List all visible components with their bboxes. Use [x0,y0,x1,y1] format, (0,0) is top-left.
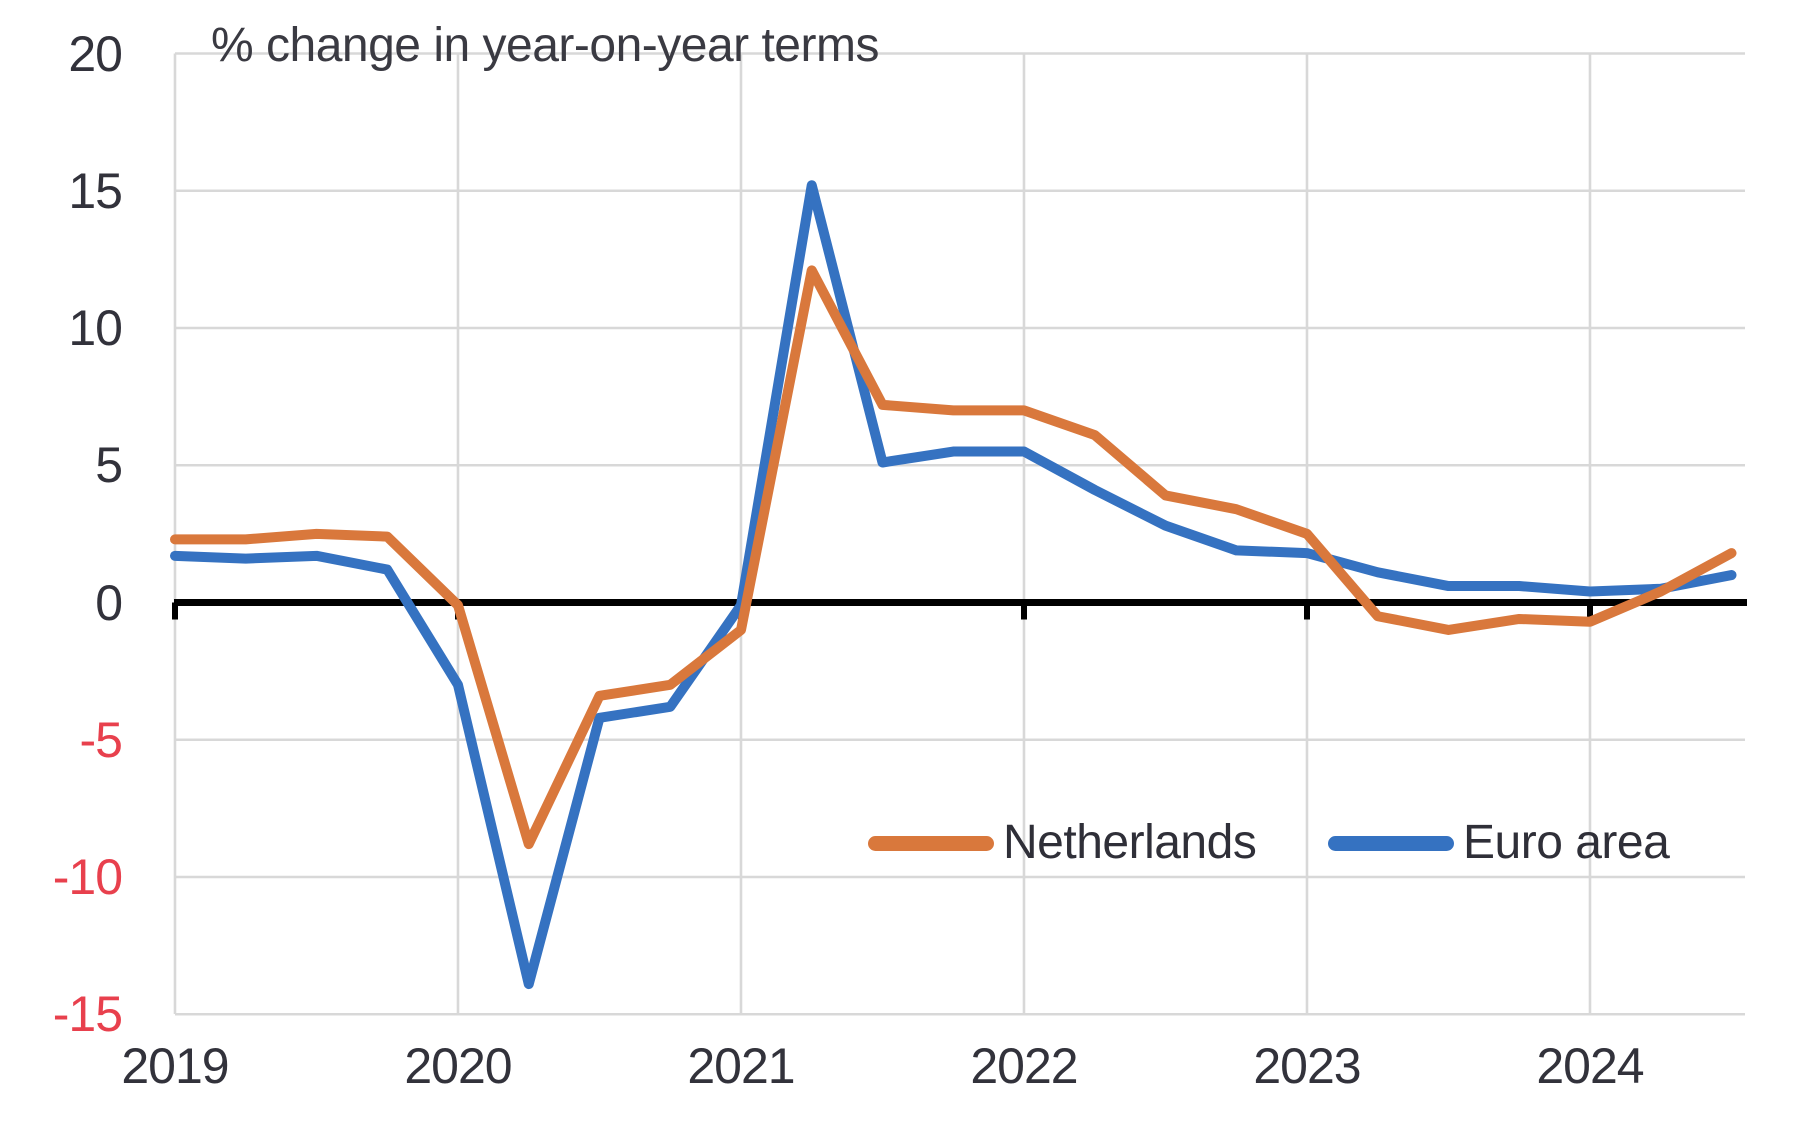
x-tick-label-2023: 2023 [1253,1038,1361,1094]
y-tick-label-5: 5 [95,437,123,494]
y-tick-label-10: 10 [68,300,123,356]
x-tick-label-2020: 2020 [404,1038,512,1094]
x-tick-label-2019: 2019 [121,1038,229,1094]
legend-item-netherlands: Netherlands [868,815,1257,871]
legend-label-netherlands: Netherlands [1003,816,1257,869]
y-tick-label-20: 20 [68,25,123,82]
y-tick-label-0: 0 [95,574,123,631]
series-lines [170,180,1737,990]
chart-title: % change in year-on-year terms [211,19,879,72]
euro-area-line-swatch [1328,835,1454,851]
netherlands-line-swatch [868,835,994,851]
legend-label-euro-area: Euro area [1463,816,1670,869]
series-line-euro-area [170,180,1737,990]
gridlines [173,52,1745,1016]
x-tick-label-2022: 2022 [970,1038,1078,1094]
legend-item-euro-area: Euro area [1328,815,1670,871]
y-tick-label-15: 15 [68,162,123,219]
y-tick-label--5: -5 [79,711,123,768]
x-tick-label-2024: 2024 [1536,1038,1644,1094]
y-tick-label--15: -15 [52,986,123,1043]
y-tick-label--10: -10 [52,849,123,905]
x-tick-label-2021: 2021 [687,1038,795,1094]
series-line-netherlands [170,265,1737,850]
